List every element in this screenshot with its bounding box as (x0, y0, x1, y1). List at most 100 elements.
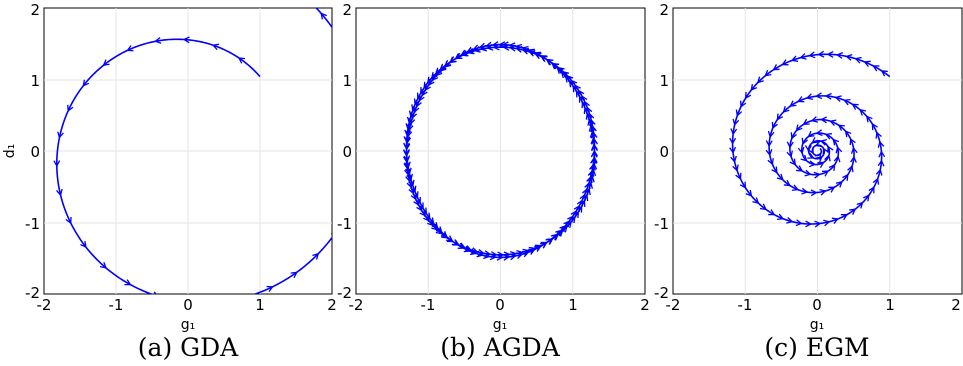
panel-c-trajectory-arrow (819, 188, 827, 196)
panel-b-trajectory-arrow (471, 247, 479, 254)
panel-c-trajectory-arrow (730, 128, 738, 136)
panel-b-trajectory-arrow (566, 75, 574, 83)
panel-b-trajectory-arrow (514, 43, 523, 51)
panel-c-trajectory-arrow (786, 150, 793, 158)
panel-b-trajectory-arrow (590, 162, 598, 170)
panel-a-trajectory-arrow (57, 131, 64, 139)
panel-b-trajectory-arrow (477, 248, 485, 256)
panel-b-trajectory-arrow (521, 47, 529, 55)
panel-a-grid (44, 8, 332, 294)
panel-b-trajectory-arrow (588, 124, 596, 132)
panel-a-xlabel: g₁ (181, 317, 196, 333)
panel-b-trajectory-arrow (449, 56, 457, 64)
panel-b-trajectory-arrow (573, 204, 580, 213)
panel-b-trajectory-arrow (418, 94, 425, 102)
panel-b-trajectory-arrow (403, 150, 410, 157)
panel-b-trajectory-arrow (460, 49, 468, 56)
panel-c-trajectory-arrow (828, 163, 836, 171)
panel-c-trajectory-arrow (859, 108, 867, 116)
panel-b-trajectory-arrow (591, 149, 599, 157)
panel-c-trajectory-arrow (808, 160, 817, 168)
panel-b-trajectory-arrow (431, 221, 439, 229)
panel-b-trajectory-arrow (405, 130, 413, 138)
panel-b-trajectory-arrow (469, 248, 478, 256)
panel-a-trajectory-arrow (82, 79, 90, 87)
panel-c-trajectory-arrow (807, 146, 814, 155)
panel-b-trajectory-arrow (589, 130, 597, 138)
panel-b-ytick-label: 2 (342, 1, 352, 19)
panel-c-trajectory-arrow (880, 70, 888, 77)
panel-b-trajectory-arrow (492, 43, 500, 51)
panel-b-trajectory-arrow (589, 118, 596, 126)
panel-c-trajectory-arrow (790, 55, 799, 62)
panel-b-trajectory-arrow (415, 100, 422, 108)
panel-b-trajectory-arrow (498, 41, 506, 49)
panel-c-ytick-label: 0 (659, 143, 669, 161)
panel-b-trajectory-arrow (556, 229, 564, 237)
panel-c-xtick-label: 1 (885, 296, 895, 314)
panel-b-trajectory-arrow (551, 233, 560, 241)
panel-b-trajectory-arrow (427, 217, 435, 225)
panel-c-trajectory-arrow (815, 92, 823, 100)
panel-c-trajectory-arrow (729, 137, 737, 145)
panel-b-trajectory-arrow (416, 92, 424, 100)
panel-c-trajectory-arrow (863, 60, 871, 68)
panel-c-trajectory-arrow (800, 154, 808, 162)
panel-c-trajectory-arrow (790, 132, 797, 140)
panel-c-trajectory-arrow (842, 173, 849, 181)
panel-b-trajectory-arrow (441, 232, 449, 239)
panel-a-trajectory-arrow (290, 271, 298, 279)
panel-b-trajectory-arrow (509, 250, 518, 258)
panel-c-trajectory-arrow (772, 64, 780, 71)
panel-c-trajectory-arrow (735, 109, 743, 117)
panel-a-trajectory-arrow (363, 119, 369, 124)
panel-b-trajectory-arrow (508, 42, 516, 50)
panel-b-ytick-label: 0 (342, 143, 352, 161)
panel-c-trajectory-arrow (786, 217, 794, 224)
panel-c-trajectory-arrow (789, 158, 797, 166)
panel-c-trajectory-arrow (795, 124, 803, 132)
panel-c-trajectory-arrow (799, 53, 807, 60)
panel-c-trajectory-arrow (820, 116, 828, 124)
panel-c-trajectory-arrow (797, 146, 805, 155)
panel-c-trajectory-arrow (828, 186, 836, 193)
panel-c-trajectory-arrow (730, 155, 737, 164)
panel-b-trajectory-arrow (572, 85, 579, 93)
panel-b-trajectory-arrow (466, 46, 474, 54)
panel-c-trajectory-arrow (767, 130, 775, 139)
panel-b-trajectory-arrow (421, 89, 428, 97)
panel-b-trajectory-arrow (539, 55, 548, 62)
panel-b-trajectory-arrow (490, 251, 498, 258)
panel-b-trajectory-arrow (427, 219, 434, 227)
panel-b-trajectory-arrow (419, 209, 426, 217)
panel-c-trajectory-arrow (826, 50, 834, 58)
panel-b-trajectory-arrow (473, 46, 481, 53)
panel-b-trajectory-arrow (501, 41, 509, 49)
panel-c-trajectory-arrow (739, 181, 747, 189)
panel-c-trajectory-arrow (845, 54, 853, 61)
panel-b-trajectory-arrow (565, 220, 572, 229)
panel-b: 2 1 0 -1 -2 -2 -1 0 1 2 g₁ (b) AGDA (337, 1, 650, 362)
panel-c-trajectory-arrow (732, 164, 739, 172)
panel-b-trajectory (403, 41, 599, 261)
panel-b-xtick-label: 2 (640, 296, 650, 314)
panel-b-trajectory-arrow (567, 215, 574, 223)
panel-b-trajectory-arrow (424, 83, 431, 92)
panel-c-trajectory-arrow (814, 220, 822, 228)
panel-a-trajectory-arrow (211, 43, 220, 51)
panel-b-trajectory-arrow (588, 175, 595, 183)
panel-c-trajectory-arrow (822, 147, 829, 155)
panel-a-trajectory-arrow (102, 59, 110, 67)
panel-c-trajectory-arrow (823, 219, 831, 227)
panel-b-trajectory-arrow (426, 76, 434, 84)
panel-b-trajectory-arrow (568, 80, 576, 88)
panel-b-trajectory-arrow (581, 95, 588, 103)
panel-b-trajectory-arrow (502, 254, 511, 261)
panel-c-trajectory-arrow (817, 161, 825, 169)
panel-c-trajectory-arrow (786, 141, 794, 149)
panel-b-trajectory-arrow (491, 41, 499, 48)
panel-c-trajectory-arrow (831, 217, 840, 224)
panel-b-trajectory-arrow (443, 60, 451, 68)
panel-c-trajectory-arrow (814, 140, 822, 148)
